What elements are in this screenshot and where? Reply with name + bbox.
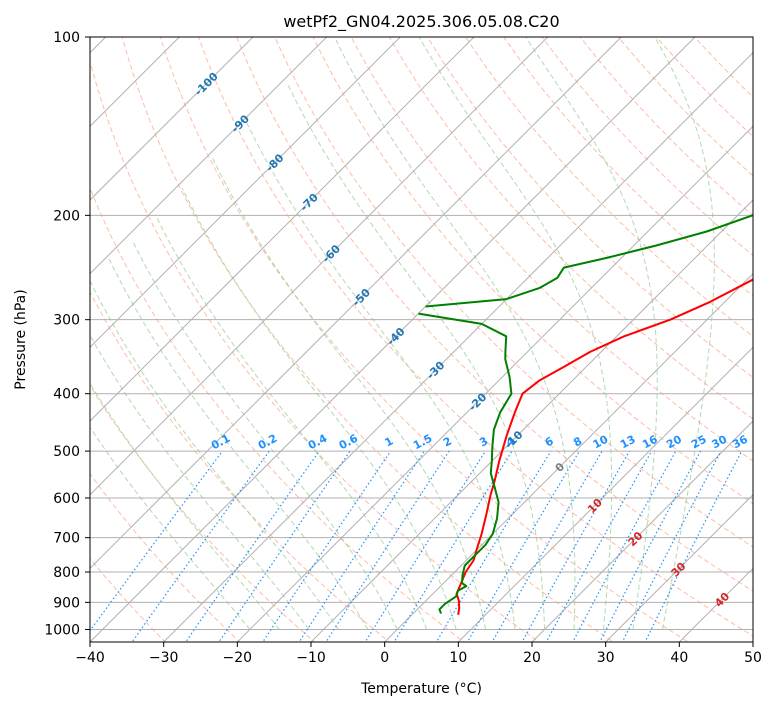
mixing-ratio-line: [599, 450, 702, 642]
moist-adiabat-line: [155, 215, 428, 630]
moist-adiabat-line: [287, 83, 546, 630]
moist-adiabat-line: [107, 256, 369, 630]
mixing-ratio-line: [435, 450, 552, 642]
isotherm-line: [604, 493, 753, 642]
y-tick-label: 1000: [44, 622, 80, 638]
isotherm-line: [90, 37, 254, 201]
dry-adiabat-line: [274, 37, 753, 548]
mixing-ratio-line: [325, 450, 450, 642]
y-tick-label: 500: [53, 444, 80, 460]
dry-adiabat-line: [388, 37, 753, 420]
moist-adiabat-line: [246, 123, 516, 630]
mixing-ratio-label: 30: [710, 433, 730, 452]
x-tick-label: 50: [744, 650, 762, 666]
mixing-ratio-label: 25: [689, 433, 709, 452]
y-tick-label: 700: [53, 531, 80, 547]
mixing-ratio-label: 13: [618, 433, 638, 452]
mixing-ratio-label: 36: [730, 433, 750, 452]
mixing-ratio-label: 10: [591, 433, 611, 452]
mixing-ratio-line: [491, 450, 603, 642]
moist-adiabat-line: [654, 37, 715, 630]
temperature-line: [455, 278, 753, 616]
x-tick-label: 30: [597, 650, 615, 666]
x-axis: −40 −30 −20 −10 0 10 20 30 40 50: [75, 642, 762, 666]
mixing-ratio-line: [393, 450, 513, 642]
y-tick-label: 400: [53, 387, 80, 403]
y-axis-title: Pressure (hPa): [13, 289, 29, 389]
dry-adiabat-line: [90, 291, 391, 642]
isotherm-line: [531, 420, 753, 642]
mixing-ratio-line: [572, 450, 677, 642]
plot-area: 0.1 0.2 0.4 0.6 1 1.5 2 3 4 6 8 10 13 16 20 25 30 36-100-…: [90, 37, 753, 642]
dry-adiabats: [90, 37, 753, 642]
mixing-ratio-line: [545, 450, 653, 642]
mixing-ratio-lines: [90, 450, 743, 642]
dry-adiabat-line: [350, 37, 753, 462]
mixing-ratio-line: [364, 450, 486, 642]
isotherm-line: [236, 125, 753, 642]
isotherm-line: [457, 346, 753, 642]
dewpoint-upper-line: [425, 214, 753, 308]
dry-adiabat-line: [465, 37, 753, 338]
x-tick-label: 10: [449, 650, 467, 666]
dry-adiabat-line: [503, 37, 753, 297]
isobar-grid: [90, 37, 753, 630]
x-tick-label: −40: [75, 650, 105, 666]
x-tick-label: 40: [670, 650, 688, 666]
isotherm-line: [90, 37, 475, 422]
dewpoint-line: [418, 312, 513, 614]
dry-adiabat-line: [90, 557, 167, 642]
moist-adiabats: [90, 37, 715, 630]
mixing-ratio-line: [466, 450, 580, 642]
mixing-ratio-line: [262, 450, 392, 642]
plot-frame: [89, 36, 754, 643]
y-tick-label: 100: [53, 30, 80, 46]
x-axis-title: Temperature (°C): [360, 681, 482, 697]
isotherm-line: [90, 37, 623, 570]
moist-adiabat-line: [90, 279, 339, 630]
moist-adiabat-line: [90, 426, 251, 630]
x-tick-label: −10: [296, 650, 326, 666]
isotherm-line: [310, 199, 753, 642]
x-tick-label: −20: [223, 650, 253, 666]
dry-adiabat-line: [90, 186, 465, 642]
y-tick-label: 200: [53, 208, 80, 224]
y-tick-label: 600: [53, 491, 80, 507]
isotherm-grid: [90, 37, 753, 642]
x-tick-label: 20: [523, 650, 541, 666]
moist-adiabat-line: [131, 239, 398, 630]
isotherm-line: [90, 37, 549, 496]
chart-title: wetPf2_GN04.2025.306.05.08.C20: [283, 12, 559, 32]
moist-adiabat-line: [418, 37, 613, 630]
isotherm-line: [162, 51, 753, 642]
y-tick-label: 800: [53, 565, 80, 581]
dry-adiabat-line: [90, 59, 540, 642]
isotherm-line: [90, 37, 181, 128]
isotherm-line: [383, 272, 753, 642]
mixing-ratio-line: [131, 450, 270, 642]
x-tick-label: −30: [149, 650, 179, 666]
y-axis: 100 200 300 400 500 600 700 800 900 1000: [44, 30, 90, 638]
y-tick-label: 900: [53, 595, 80, 611]
dry-adiabat-line: [121, 37, 615, 642]
dry-adiabat-line: [197, 37, 753, 637]
moist-adiabat-line: [90, 382, 280, 630]
isotherm-line: [90, 37, 402, 349]
moist-adiabat-line: [90, 334, 310, 630]
dry-adiabat-line: [236, 37, 753, 592]
x-tick-label: 0: [380, 650, 389, 666]
mixing-ratio-label: 16: [640, 433, 660, 452]
isotherm-line: [90, 37, 328, 275]
profile-series: [418, 214, 753, 616]
y-tick-label: 300: [53, 313, 80, 329]
mixing-ratio-line: [218, 450, 351, 642]
mixing-ratio-label: 20: [664, 433, 684, 452]
isotherm-line: [90, 37, 696, 642]
mixing-ratio-line: [298, 450, 425, 642]
moist-adiabat-line: [525, 37, 658, 630]
moist-adiabat-line: [334, 37, 576, 630]
